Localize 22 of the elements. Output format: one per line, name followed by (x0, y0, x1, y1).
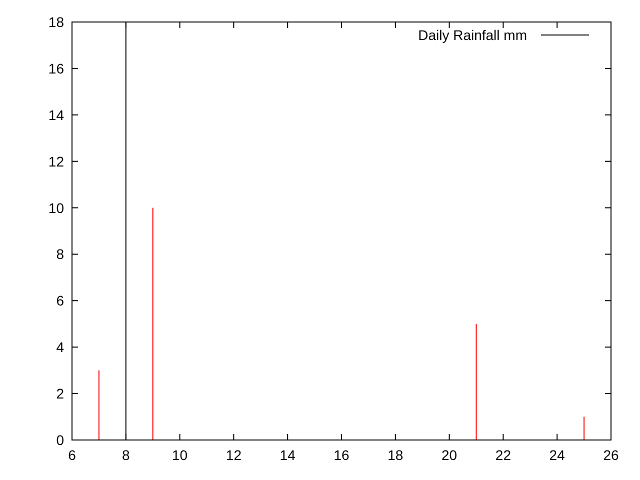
x-tick-label: 16 (334, 447, 350, 463)
x-tick-label: 26 (603, 447, 619, 463)
x-tick-label: 22 (495, 447, 512, 463)
x-tick-label: 14 (280, 447, 296, 463)
x-tick-label: 10 (172, 447, 188, 463)
x-tick-label: 20 (442, 447, 458, 463)
x-tick-label: 8 (122, 447, 130, 463)
y-tick-label: 0 (56, 432, 64, 448)
x-tick-label: 24 (549, 447, 566, 463)
x-tick-label: 12 (226, 447, 242, 463)
y-tick-label: 6 (56, 292, 64, 309)
y-tick-label: 2 (56, 386, 64, 402)
legend-label: Daily Rainfall mm (418, 27, 527, 43)
y-tick-label: 18 (48, 14, 64, 30)
x-tick-label: 18 (388, 447, 404, 463)
y-tick-label: 8 (56, 246, 64, 262)
y-tick-label: 16 (48, 60, 64, 76)
y-tick-label: 14 (48, 106, 64, 123)
y-tick-label: 10 (48, 200, 64, 216)
x-tick-label: 6 (68, 447, 76, 463)
y-tick-label: 12 (48, 153, 64, 170)
y-tick-label: 4 (56, 339, 64, 356)
